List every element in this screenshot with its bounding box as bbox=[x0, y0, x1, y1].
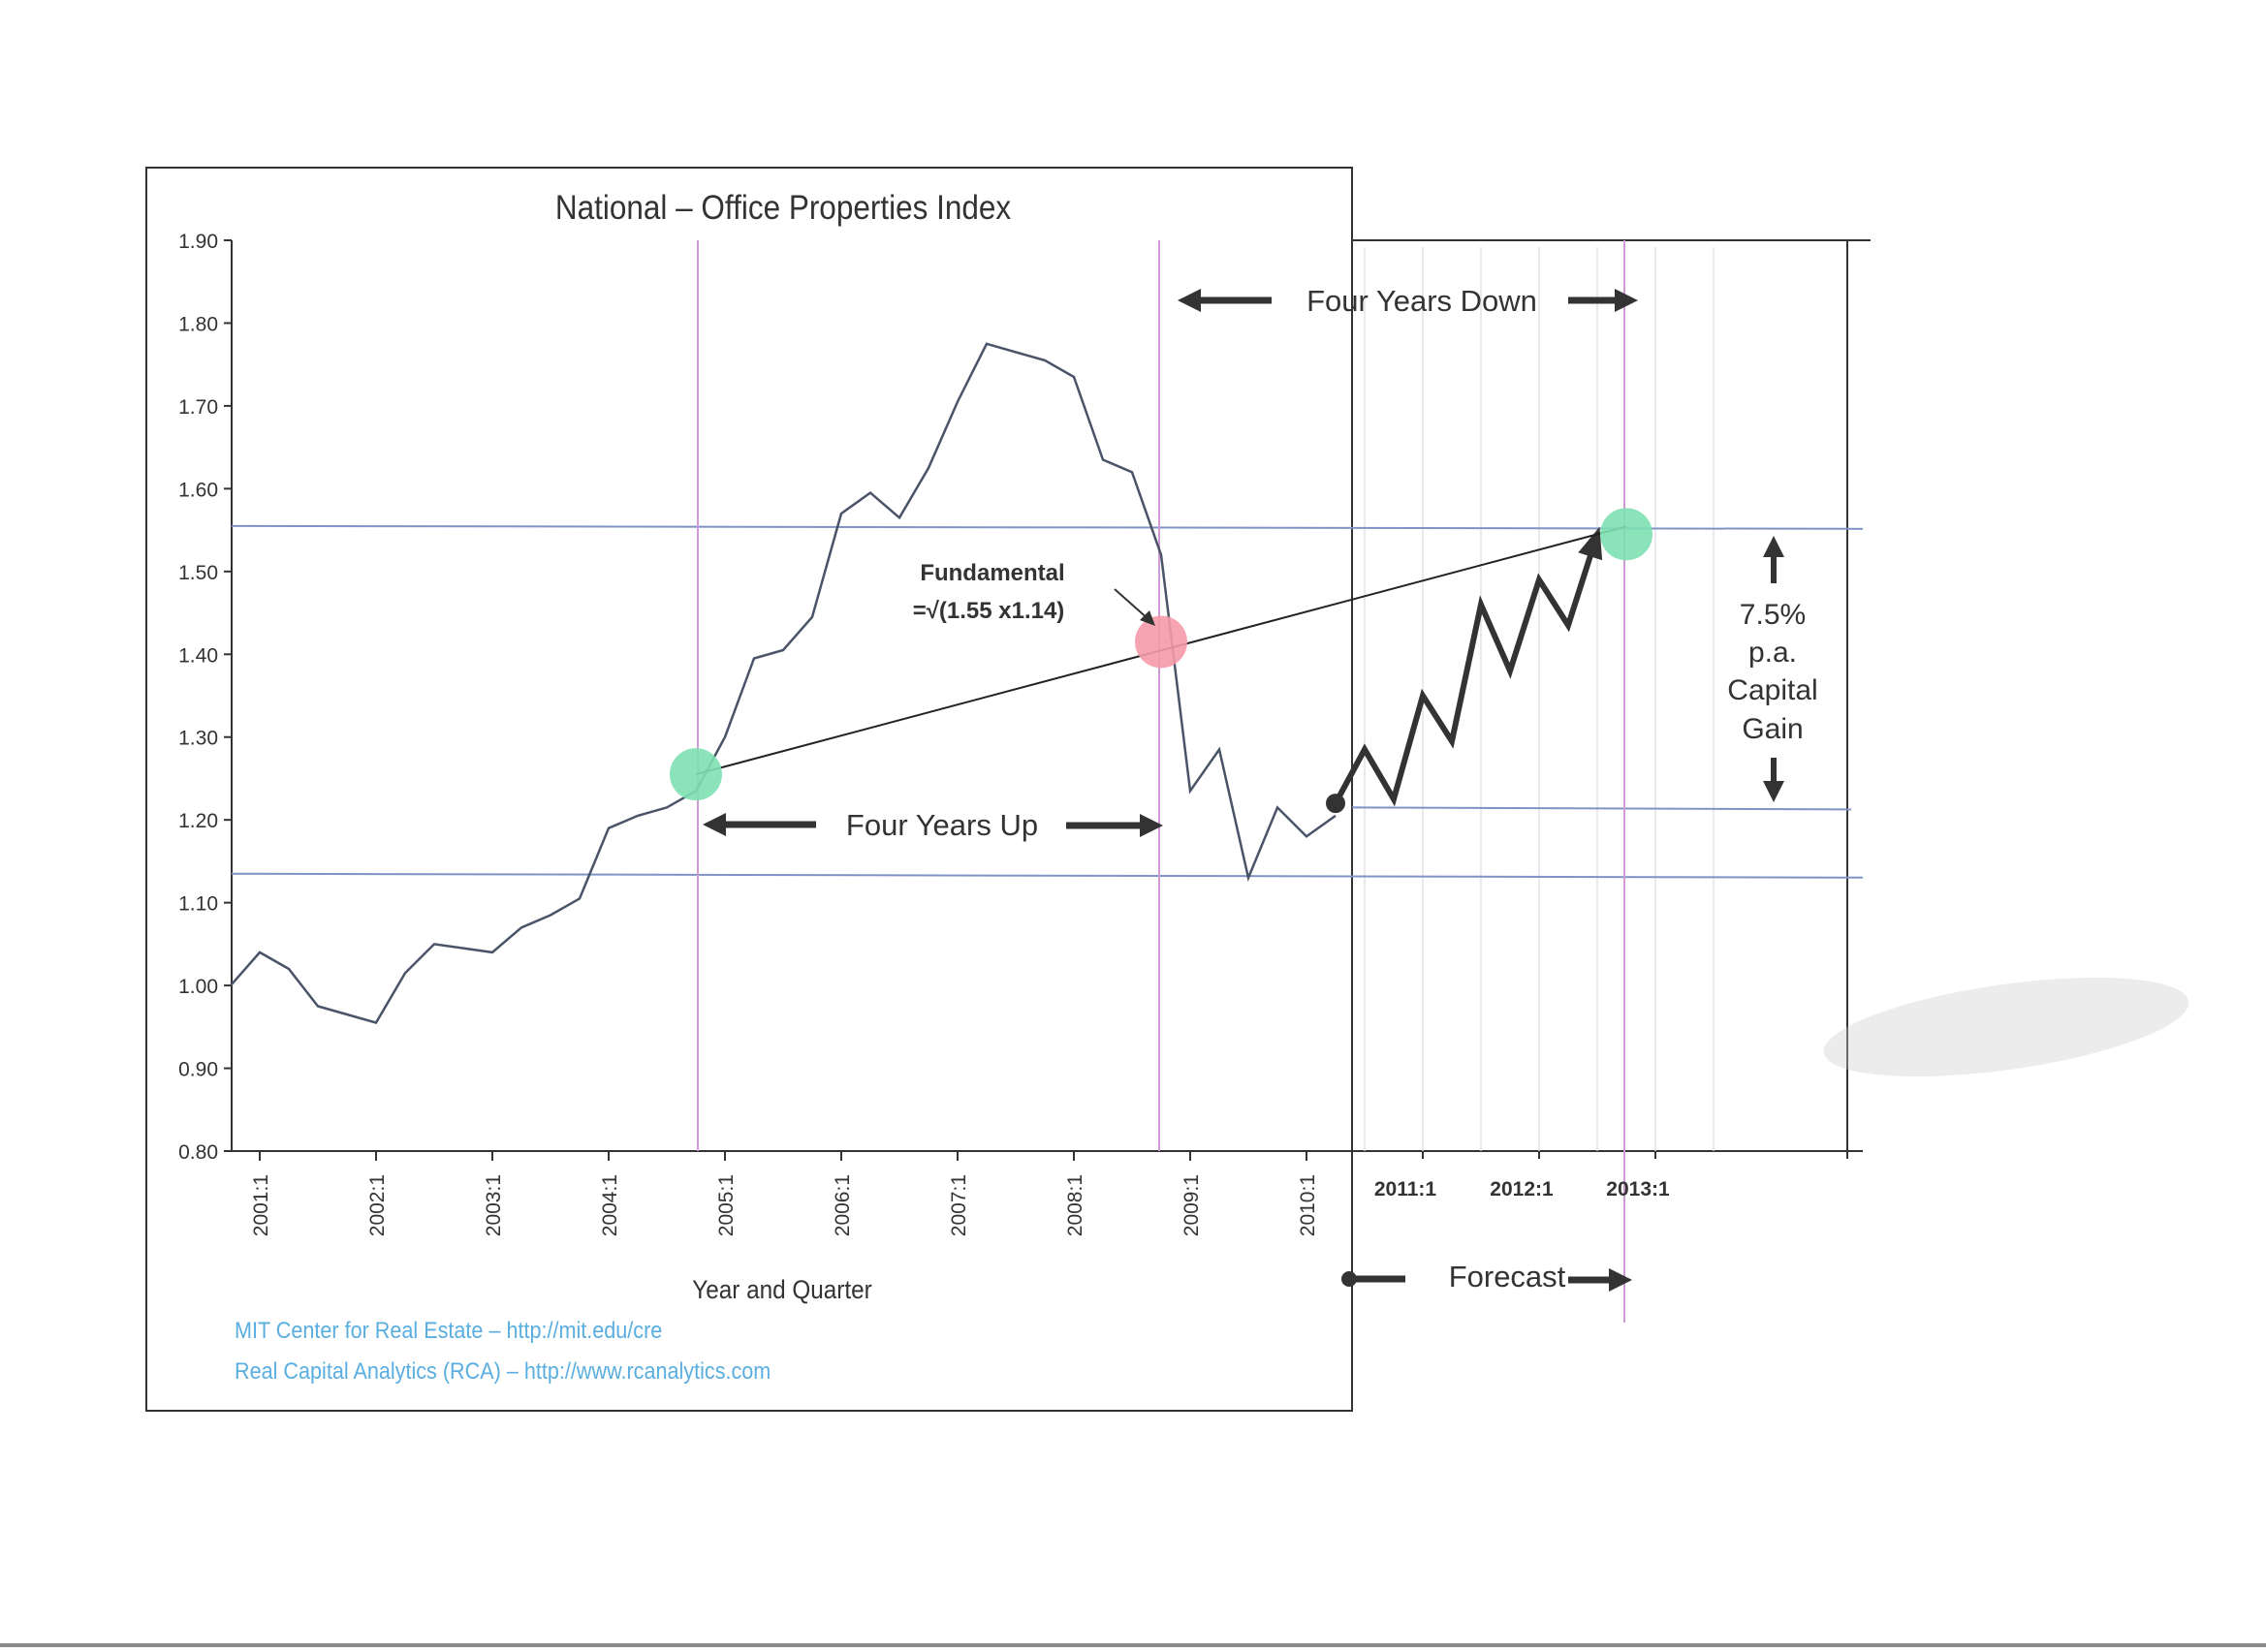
scan-smudge bbox=[1823, 978, 2189, 1076]
y-tick-label: 1.70 bbox=[178, 396, 218, 419]
y-tick-label: 1.60 bbox=[178, 479, 218, 501]
gain-label-2: p.a. bbox=[1748, 637, 1797, 669]
x-tick-label: 2010:1 bbox=[1297, 1174, 1319, 1236]
y-tick-label: 1.80 bbox=[178, 313, 218, 335]
four-years-up-label: Four Years Up bbox=[846, 808, 1038, 842]
marker-circle-1 bbox=[670, 748, 722, 801]
marker-layer bbox=[670, 508, 1652, 801]
down-arrow-right-head bbox=[1615, 289, 1638, 312]
forecast-line bbox=[1333, 533, 1600, 807]
hline-peak bbox=[231, 524, 1864, 530]
source-line-2: Real Capital Analytics (RCA) – http://ww… bbox=[235, 1357, 771, 1384]
fundamental-label-2: =√(1.55 x1.14) bbox=[913, 598, 1065, 624]
x-tick-label: 2007:1 bbox=[948, 1174, 970, 1236]
x-tick-label: 2008:1 bbox=[1064, 1174, 1086, 1236]
forecast-start-dot bbox=[1326, 794, 1345, 814]
y-tick-label: 1.40 bbox=[178, 644, 218, 667]
hline-forecast-start bbox=[1351, 806, 1852, 811]
x-tick-label: 2005:1 bbox=[715, 1174, 738, 1236]
forecast-label: Forecast bbox=[1449, 1260, 1566, 1294]
y-tick-label: 0.80 bbox=[178, 1141, 218, 1164]
up-arrow-right-head bbox=[1140, 814, 1163, 837]
y-tick-label: 1.50 bbox=[178, 562, 218, 584]
grid-layer bbox=[1364, 247, 1715, 1151]
y-tick-label: 1.30 bbox=[178, 728, 218, 750]
x-tick-label: 2003:1 bbox=[483, 1174, 505, 1236]
gain-label-3: Capital bbox=[1727, 674, 1817, 706]
x-tick-label: 2001:1 bbox=[250, 1174, 272, 1236]
hline-trough bbox=[231, 872, 1864, 879]
down-arrow-left-head bbox=[1178, 289, 1201, 312]
marker-circle-2 bbox=[1135, 615, 1187, 669]
marker-circle-3 bbox=[1600, 508, 1652, 561]
x-tick-label: 2006:1 bbox=[832, 1174, 854, 1236]
gain-label-4: Gain bbox=[1742, 713, 1803, 745]
x-tick-label: 2004:1 bbox=[599, 1174, 621, 1236]
axis-ticks: 0.80 0.90 1.00 1.10 1.20 1.30 1.40 1.50 1.60 1.70… bbox=[178, 231, 1670, 1236]
forecast-x-tick-label: 2012:1 bbox=[1490, 1178, 1554, 1200]
forecast-arrow-right-head bbox=[1609, 1268, 1632, 1292]
x-axis-label: Year and Quarter bbox=[692, 1276, 872, 1304]
forecast-x-tick-label: 2013:1 bbox=[1606, 1178, 1670, 1200]
chart-frame bbox=[145, 167, 1353, 1412]
x-tick-label: 2009:1 bbox=[1180, 1174, 1203, 1236]
annotation-layer: Four Years Down Four Years Up Forecast F… bbox=[703, 284, 1818, 1294]
gain-arrow-up-head bbox=[1763, 536, 1784, 557]
fundamental-pointer-head bbox=[1140, 610, 1155, 626]
forecast-x-tick-label: 2011:1 bbox=[1374, 1178, 1437, 1200]
gain-label-1: 7.5% bbox=[1740, 599, 1806, 631]
y-tick-label: 0.90 bbox=[178, 1059, 218, 1081]
y-tick-label: 1.90 bbox=[178, 231, 218, 253]
reference-lines bbox=[231, 240, 1864, 1323]
y-tick-label: 1.20 bbox=[178, 810, 218, 832]
forecast-arrowhead bbox=[1578, 526, 1603, 561]
gain-arrow-down-head bbox=[1763, 781, 1784, 802]
y-tick-label: 1.10 bbox=[178, 893, 218, 916]
scan-bottom-edge bbox=[0, 1643, 2266, 1647]
up-arrow-left-head bbox=[703, 813, 726, 836]
fundamental-pointer bbox=[1114, 588, 1150, 621]
four-years-down-label: Four Years Down bbox=[1306, 284, 1537, 318]
fundamental-label-1: Fundamental bbox=[920, 560, 1064, 586]
chart-title: National – Office Properties Index bbox=[555, 190, 1012, 228]
y-tick-label: 1.00 bbox=[178, 976, 218, 998]
index-line bbox=[230, 342, 1337, 1024]
x-tick-label: 2002:1 bbox=[366, 1174, 389, 1236]
source-line-1: MIT Center for Real Estate – http://mit.… bbox=[235, 1317, 662, 1343]
